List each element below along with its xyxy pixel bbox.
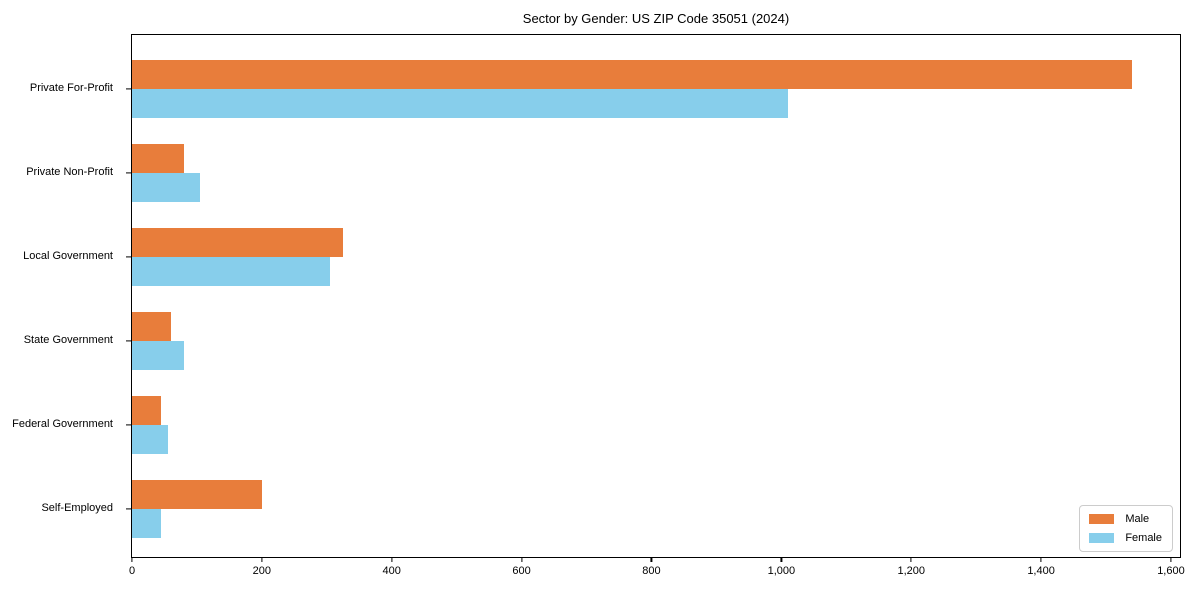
legend: Male Female <box>1079 505 1173 552</box>
x-tick-label-1000: 1,000 <box>767 565 796 577</box>
plot-area: Male Female 0 200 400 600 800 1,000 1,200 1,400 1… <box>125 34 1185 577</box>
y-tick-label-federal-government: Federal Government <box>12 418 113 430</box>
legend-label-male: Male <box>1125 513 1150 525</box>
bar-female-federal-government <box>132 425 168 454</box>
x-tick-mark <box>391 557 393 562</box>
x-tick-mark <box>780 557 782 562</box>
y-axis-labels: Private For-Profit Private Non-Profit Loca… <box>0 34 122 558</box>
legend-label-female: Female <box>1125 532 1162 544</box>
legend-swatch-male <box>1089 514 1115 524</box>
x-tick-mark <box>650 557 653 562</box>
y-tick-mark <box>125 88 131 90</box>
y-tick-mark <box>125 340 131 342</box>
x-tick-label-200: 200 <box>252 565 272 577</box>
x-tick-mark <box>1040 557 1042 562</box>
bar-male-local-government <box>132 228 344 257</box>
y-tick-label-local-government: Local Government <box>23 250 113 262</box>
bar-male-private-for-profit <box>132 60 1132 89</box>
y-tick-label-state-government: State Government <box>23 334 113 346</box>
bar-male-federal-government <box>132 396 162 425</box>
bar-female-private-non-profit <box>132 173 201 202</box>
x-tick-label-400: 400 <box>382 565 401 577</box>
bar-male-private-non-profit <box>132 144 184 173</box>
x-tick-label-1600: 1,600 <box>1157 565 1185 577</box>
x-tick-mark <box>521 557 523 562</box>
x-tick-mark <box>261 557 263 562</box>
y-tick-mark <box>125 508 131 510</box>
y-tick-mark <box>125 424 131 426</box>
bar-female-state-government <box>132 341 184 370</box>
x-tick-label-1200: 1,200 <box>897 565 925 577</box>
y-tick-label-private-for-profit: Private For-Profit <box>29 82 113 94</box>
bar-female-self-employed <box>132 509 162 538</box>
x-tick-label-600: 600 <box>512 565 531 577</box>
chart-title: Sector by Gender: US ZIP Code 35051 (202… <box>522 11 790 26</box>
x-tick-label-0: 0 <box>128 565 136 577</box>
legend-swatch-female <box>1089 533 1115 543</box>
y-tick-label-private-non-profit: Private Non-Profit <box>26 166 113 178</box>
y-tick-label-self-employed: Self-Employed <box>41 502 113 514</box>
x-tick-label-800: 800 <box>642 565 661 577</box>
bar-female-local-government <box>132 257 331 286</box>
legend-item-female: Female <box>1089 532 1162 544</box>
y-tick-mark <box>125 256 131 258</box>
legend-item-male: Male <box>1089 513 1162 525</box>
bar-male-state-government <box>132 312 171 341</box>
x-tick-mark <box>131 557 133 562</box>
x-tick-mark <box>1170 557 1172 562</box>
x-tick-mark <box>910 557 912 562</box>
y-tick-mark <box>125 172 131 174</box>
bar-female-private-for-profit <box>132 89 788 118</box>
x-tick-label-1400: 1,400 <box>1027 565 1055 577</box>
bar-male-self-employed <box>132 480 262 509</box>
